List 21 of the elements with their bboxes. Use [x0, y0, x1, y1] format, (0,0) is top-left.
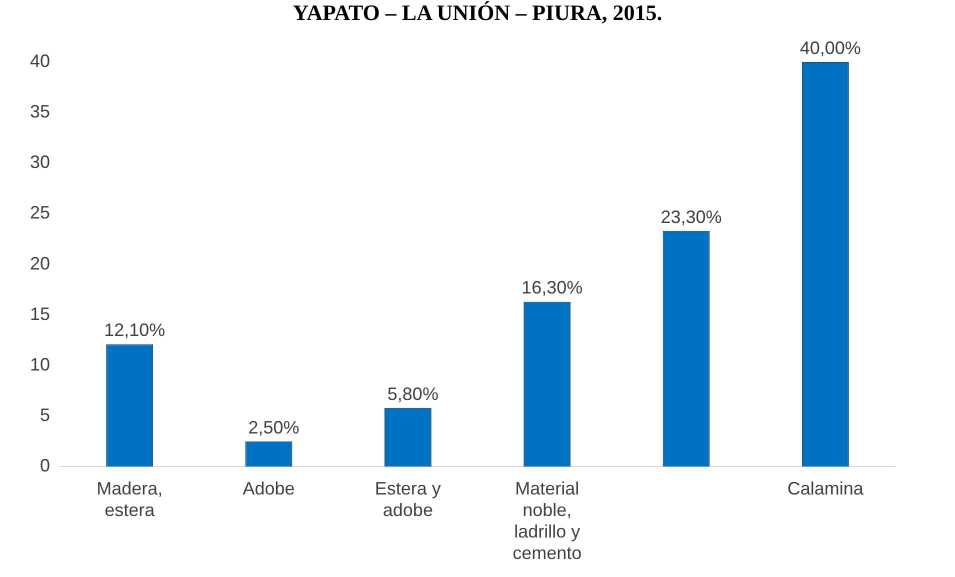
data-label: 12,10%	[104, 320, 166, 340]
x-tick-label: Estera y adobe	[374, 478, 441, 520]
chart-title: YAPATO – LA UNIÓN – PIURA, 2015.	[292, 0, 664, 26]
x-tick-label: Material noble, ladrillo y cemento	[512, 478, 582, 564]
data-label: 23,30%	[660, 206, 722, 227]
y-tick-label: 0	[40, 456, 50, 476]
y-tick-label: 20	[30, 253, 50, 274]
y-tick-label: 40	[30, 50, 50, 71]
x-tick-label: Adobe	[242, 478, 295, 498]
y-tick-label: 5	[40, 404, 50, 425]
y-tick-label: 15	[30, 304, 50, 324]
y-tick-label: 30	[30, 152, 50, 172]
data-label: 40,00%	[800, 38, 861, 58]
x-tick-label: Calamina	[787, 478, 864, 498]
data-label: 2,50%	[248, 417, 300, 438]
y-tick-label: 35	[30, 102, 50, 122]
x-tick-label: Madera, estera	[96, 478, 163, 520]
data-label: 5,80%	[387, 384, 438, 404]
y-tick-label: 25	[30, 202, 50, 223]
y-tick-label: 10	[30, 354, 50, 374]
data-label: 16,30%	[522, 278, 583, 298]
